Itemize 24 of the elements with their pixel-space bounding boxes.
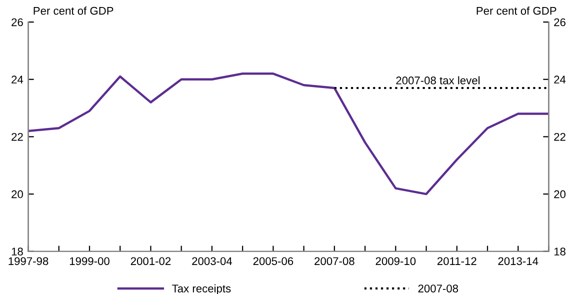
- y2-tick-label: 26: [554, 18, 566, 26]
- y-tick-label: 20: [12, 190, 23, 198]
- y2-tick-label: 18: [554, 248, 566, 256]
- y2-axis-title: Per cent of GDP: [476, 6, 556, 15]
- annotation: 2007-08 tax level: [396, 76, 480, 84]
- y-tick-label: 18: [12, 248, 23, 256]
- y-tick-label: 22: [12, 132, 23, 141]
- x-tick-label: 2005-06: [253, 257, 294, 266]
- x-tick-label: 2001-02: [130, 257, 171, 266]
- x-tick-label: 2007-08: [314, 257, 354, 266]
- y-axis-title: Per cent of GDP: [34, 6, 114, 15]
- legend-label: 2007-08: [418, 284, 458, 292]
- line-series: [28, 72, 549, 196]
- y2-tick-label: 24: [554, 76, 566, 84]
- x-tick-label: 1997-98: [8, 257, 48, 266]
- y-tick-label: 26: [12, 18, 23, 26]
- x-tick-label: 1999-00: [70, 257, 110, 266]
- x-tick-label: 2003-04: [192, 257, 232, 266]
- y2-tick-label: 20: [554, 190, 566, 198]
- x-tick-label: 2009-10: [376, 257, 416, 266]
- y2-tick-label: 22: [554, 132, 566, 141]
- x-tick-label: 2011-12: [437, 257, 476, 266]
- y-tick-label: 24: [12, 76, 24, 84]
- x-tick-label: 2013-14: [498, 257, 538, 266]
